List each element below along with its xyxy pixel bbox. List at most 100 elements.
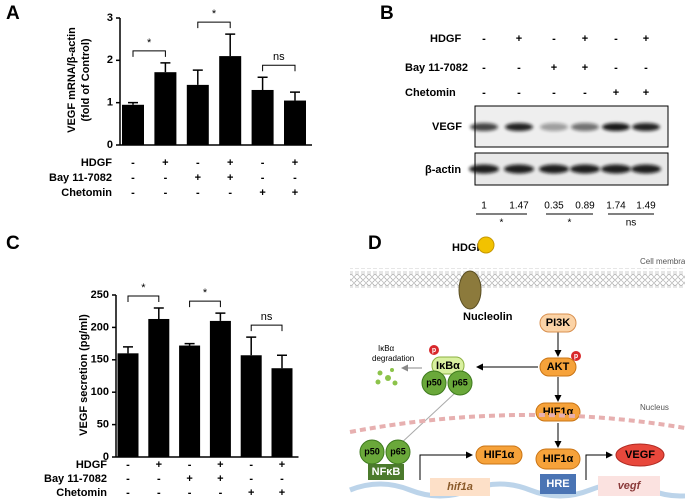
y-axis-label: (fold of Control) (80, 38, 92, 121)
condition-sign: + (279, 487, 285, 499)
band (601, 164, 631, 174)
condition-sign: + (227, 172, 233, 184)
condition-sign: - (157, 487, 161, 499)
quantification: 1.49 (636, 201, 656, 212)
node-label: p50 (364, 446, 380, 456)
significance: * (500, 218, 504, 229)
y-axis-label: VEGF mRNA/β-actin (66, 27, 78, 133)
error-bar (290, 91, 300, 101)
bar (117, 353, 139, 457)
band (505, 123, 533, 131)
node-label: hif1a (447, 481, 473, 493)
band (602, 123, 630, 131)
node (431, 356, 465, 375)
bar (148, 318, 170, 457)
bar (209, 320, 231, 457)
condition-sign: + (551, 62, 557, 74)
condition-sign: - (131, 187, 135, 199)
fragments (375, 368, 398, 386)
y-tick-label: 250 (91, 289, 109, 301)
condition-label: Bay 11-7082 (49, 172, 112, 184)
node-label: PI3K (546, 317, 571, 329)
error-bar (215, 312, 226, 321)
condition-sign: + (582, 33, 588, 45)
error-bar (192, 69, 203, 85)
bar (179, 345, 201, 457)
hdgf-ligand (477, 236, 495, 254)
node (475, 445, 523, 465)
bracket (127, 295, 160, 302)
connector (397, 392, 456, 447)
condition-sign: - (126, 487, 130, 499)
condition-label: Chetomin (405, 87, 456, 99)
condition-sign: + (227, 157, 233, 169)
bar (219, 56, 242, 145)
node (540, 474, 576, 494)
condition-sign: - (249, 473, 253, 485)
condition-sign: - (552, 33, 556, 45)
arrow (585, 451, 613, 480)
band (632, 123, 660, 131)
node-label: HIF1α (484, 449, 515, 461)
error-bar (246, 336, 257, 356)
condition-sign: - (614, 62, 618, 74)
node-label: p65 (452, 377, 468, 387)
panel-label: C (6, 233, 20, 254)
condition-sign: - (482, 87, 486, 99)
error-bar (128, 101, 138, 105)
y-tick-label: 0 (103, 451, 109, 463)
condition-sign: + (248, 487, 254, 499)
label: Cell membrane (640, 257, 685, 266)
panel-label: B (380, 3, 394, 24)
condition-sign: - (164, 172, 168, 184)
panel-label: A (6, 3, 20, 24)
condition-sign: - (482, 62, 486, 74)
condition-sign: - (517, 62, 521, 74)
band-label: β-actin (425, 164, 461, 176)
annotation: * (203, 287, 208, 299)
condition-label: Chetomin (61, 187, 112, 199)
annotation: ns (261, 311, 273, 323)
phospho (571, 351, 581, 361)
nuclear-envelope (349, 412, 685, 434)
condition-sign: - (164, 187, 168, 199)
condition-sign: - (293, 172, 297, 184)
condition-sign: - (196, 157, 200, 169)
condition-sign: + (279, 459, 285, 471)
annotation: * (212, 8, 217, 20)
condition-sign: - (228, 187, 232, 199)
bar (122, 104, 144, 145)
y-tick-label: 0 (107, 139, 113, 151)
quantification: 1 (481, 201, 487, 212)
significance: * (568, 218, 572, 229)
condition-sign: - (517, 87, 521, 99)
condition-sign: - (482, 33, 486, 45)
node (368, 464, 404, 480)
y-axis-label: VEGF secretion (pg/ml) (78, 314, 90, 436)
condition-sign: - (280, 473, 284, 485)
condition-sign: + (259, 187, 265, 199)
y-tick-label: 150 (91, 354, 109, 366)
node-label: AKT (547, 361, 570, 373)
label: Nucleus (640, 403, 669, 412)
condition-sign: + (643, 87, 649, 99)
condition-sign: - (261, 172, 265, 184)
arrow (419, 451, 473, 480)
y-tick-label: 100 (91, 386, 109, 398)
error-bar (184, 342, 195, 346)
condition-sign: - (552, 87, 556, 99)
node-label: p (574, 353, 578, 360)
condition-label: Bay 11-7082 (44, 473, 107, 485)
condition-sign: + (217, 473, 223, 485)
panel-label: D (368, 233, 382, 254)
condition-sign: + (613, 87, 619, 99)
y-tick-label: 3 (107, 12, 113, 24)
condition-label: HDGF (81, 157, 112, 169)
bar (251, 89, 274, 145)
annotation: * (147, 37, 152, 49)
bracket (262, 64, 296, 72)
condition-sign: + (643, 33, 649, 45)
condition-sign: + (292, 187, 298, 199)
band (570, 164, 600, 174)
